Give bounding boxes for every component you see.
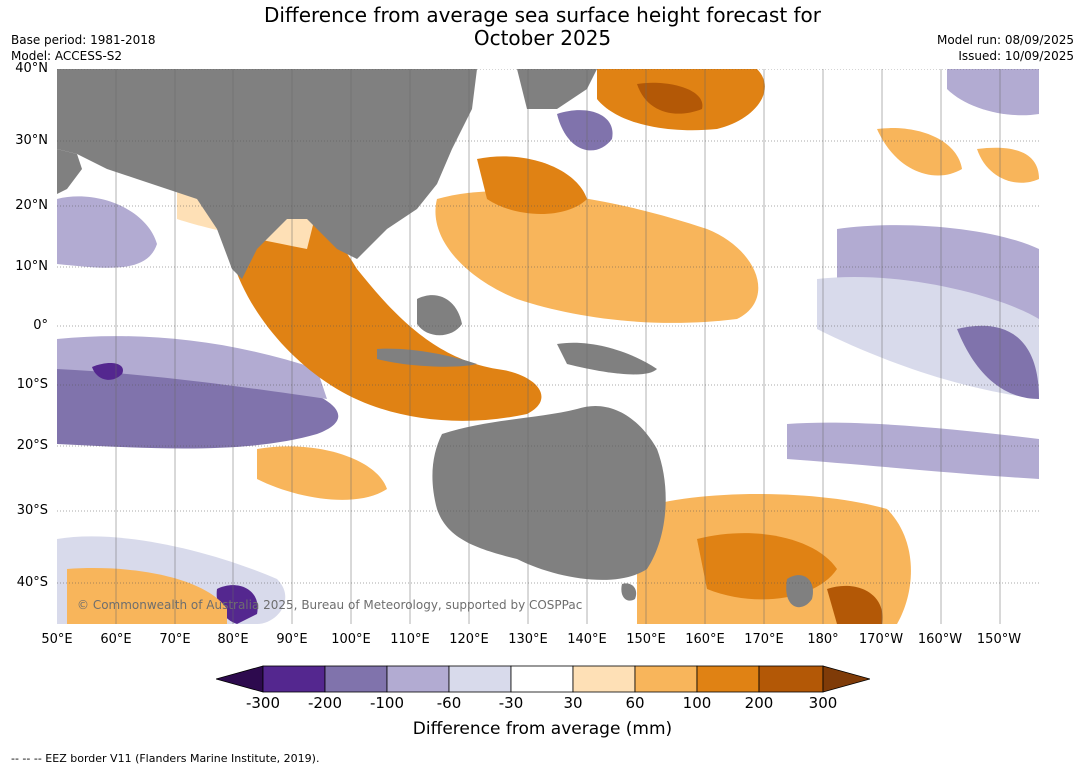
colorbar-tick: 100 <box>682 694 712 712</box>
map-canvas <box>57 69 1039 624</box>
anomaly-negative-east-pacific <box>957 325 1039 399</box>
colorbar-tick: -300 <box>245 694 281 712</box>
lon-label-100e: 100°E <box>331 632 371 647</box>
land-asia <box>57 69 477 279</box>
colorbar-bin-8 <box>696 665 760 693</box>
footnote-eez: -- -- -- EEZ border V11 (Flanders Marine… <box>11 752 320 765</box>
lat-label-10n: 10°N <box>15 259 48 274</box>
colorbar-tick: 200 <box>744 694 774 712</box>
land-java <box>377 348 477 367</box>
colorbar-bin-4 <box>448 665 512 693</box>
colorbar-extend-max <box>822 665 870 693</box>
land-korea-japan <box>517 69 597 109</box>
anomaly-positive-north-pacific-east <box>977 147 1039 183</box>
lon-label-130e: 130°E <box>508 632 548 647</box>
anomaly-strong-positive-south-nz <box>827 585 883 624</box>
lon-label-120e: 120°E <box>449 632 489 647</box>
anomaly-positive-south-indian <box>257 446 387 500</box>
lat-label-20s: 20°S <box>16 438 48 453</box>
colorbar-bin-1 <box>262 665 326 693</box>
colorbar-tick: -60 <box>436 694 462 712</box>
lon-label-160w: 160°W <box>917 632 963 647</box>
model-name: Model: ACCESS-S2 <box>11 49 123 63</box>
colorbar-bin-2 <box>324 665 388 693</box>
lat-label-40s: 40°S <box>16 575 48 590</box>
title-line-1: Difference from average sea surface heig… <box>263 3 822 27</box>
lon-label-60e: 60°E <box>100 632 132 647</box>
colorbar-tick: -200 <box>307 694 343 712</box>
lat-label-30s: 30°S <box>16 503 48 518</box>
title-line-2: October 2025 <box>473 26 612 50</box>
land-new-zealand <box>786 575 813 608</box>
anomaly-positive-western-pacific <box>435 190 759 323</box>
anomaly-positive-southwest-indian <box>67 568 227 624</box>
colorbar-tick: -30 <box>498 694 524 712</box>
land-new-guinea <box>557 342 657 375</box>
copyright-notice: © Commonwealth of Australia 2025, Bureau… <box>77 598 583 612</box>
lon-label-150e: 150°E <box>626 632 666 647</box>
anomaly-strong-negative-south-indian <box>92 363 123 380</box>
anomaly-negative-arabian-sea <box>57 196 157 268</box>
land-arabia <box>57 149 82 194</box>
lon-label-150w: 150°W <box>976 632 1022 647</box>
meridians <box>115 69 1001 624</box>
colorbar-tick: -100 <box>369 694 405 712</box>
base-period: Base period: 1981-2018 <box>11 33 156 47</box>
meta-right: Model run: 08/09/2025 Issued: 10/09/2025 <box>937 32 1074 64</box>
lon-label-180: 180° <box>807 632 839 647</box>
colorbar-tick: 60 <box>625 694 645 712</box>
land-tasmania <box>621 583 637 601</box>
lat-label-30n: 30°N <box>15 133 48 148</box>
anomaly-negative-northeast <box>947 69 1039 116</box>
lon-label-50e: 50°E <box>41 632 73 647</box>
lon-label-160e: 160°E <box>685 632 725 647</box>
lon-label-140e: 140°E <box>567 632 607 647</box>
lat-label-0: 0° <box>33 318 48 333</box>
anomaly-negative-south-indian <box>57 354 339 449</box>
colorbar-label: Difference from average (mm) <box>412 719 673 739</box>
land-australia <box>432 405 666 580</box>
anomaly-weak-negative-south-indian <box>57 336 327 399</box>
anomaly-positive-south-china-sea <box>477 156 587 214</box>
issued-date: Issued: 10/09/2025 <box>958 49 1074 63</box>
lon-label-170w: 170°W <box>858 632 904 647</box>
chart-title: Difference from average sea surface heig… <box>0 4 1085 50</box>
colorbar-bin-9 <box>758 665 824 693</box>
colorbar-bin-5 <box>510 665 574 693</box>
colorbar-tick: 30 <box>563 694 583 712</box>
colorbar-bin-6 <box>572 665 636 693</box>
colorbar-bin-7 <box>634 665 698 693</box>
anomaly-strong-positive-kuroshio <box>637 82 703 114</box>
lon-label-170e: 170°E <box>744 632 784 647</box>
colorbar-tick: 300 <box>808 694 838 712</box>
lat-label-10s: 10°S <box>16 377 48 392</box>
land-masses <box>57 69 813 608</box>
lon-label-70e: 70°E <box>159 632 191 647</box>
lon-label-90e: 90°E <box>276 632 308 647</box>
colorbar <box>216 665 870 693</box>
land-borneo <box>417 295 462 336</box>
colorbar-bin-3 <box>386 665 450 693</box>
colorbar-extend-min <box>216 665 264 693</box>
lat-label-20n: 20°N <box>15 198 48 213</box>
lat-label-40n: 40°N <box>15 61 48 76</box>
model-run: Model run: 08/09/2025 <box>936 33 1074 47</box>
lon-label-80e: 80°E <box>217 632 249 647</box>
anomaly-negative-south-pacific <box>787 422 1039 479</box>
lon-label-110e: 110°E <box>390 632 430 647</box>
anomaly-negative-east-china-sea <box>557 110 613 151</box>
meta-left: Base period: 1981-2018 Model: ACCESS-S2 <box>11 32 156 64</box>
map-panel: © Commonwealth of Australia 2025, Bureau… <box>57 69 1039 624</box>
